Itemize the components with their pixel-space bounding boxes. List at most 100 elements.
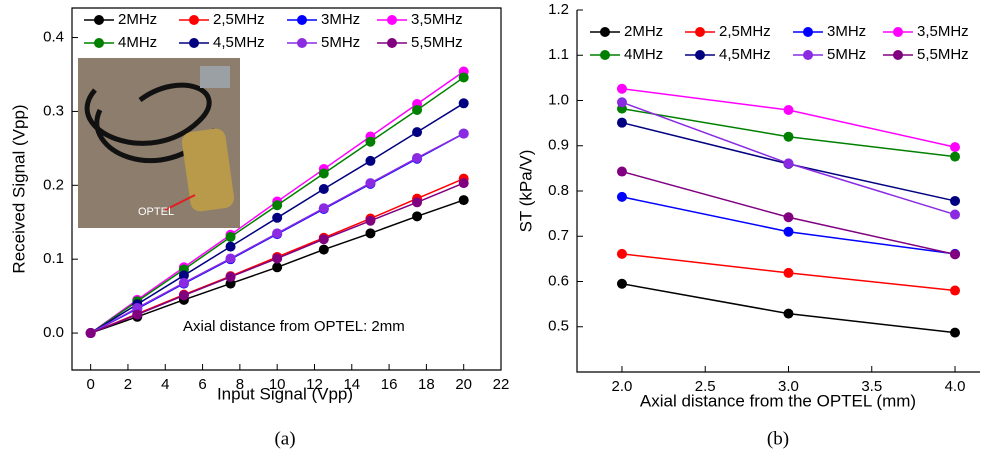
legend-label: 2MHz [624,23,663,40]
legend-label: 4MHz [624,46,663,63]
legend-label: 5,5MHz [917,46,969,63]
data-point [458,72,469,83]
y-tick-label: 0.0 [43,324,64,341]
legend-marker [695,27,705,37]
data-point [85,328,96,339]
legend-label: 3MHz [321,11,360,28]
x-tick-label: 3.0 [778,378,799,395]
series-line [621,283,956,334]
y-tick-label: 0.1 [43,250,64,267]
data-point [783,308,794,319]
data-point [783,212,794,223]
data-point [950,285,961,296]
photo-sensor [181,128,235,212]
data-point [178,270,189,281]
data-point [412,127,423,138]
data-point [272,262,283,273]
data-point [318,184,329,194]
data-point [225,271,236,282]
legend-marker [387,38,397,48]
data-point [178,290,189,301]
data-point [783,226,794,237]
x-tick-label: 22 [493,376,510,393]
legend-marker [803,50,813,60]
data-point [318,234,329,245]
x-tick-label: 18 [418,376,435,393]
legend-marker [94,38,104,48]
legend-marker [893,27,903,37]
data-point [272,200,283,211]
legend-marker [94,15,104,25]
data-point [412,211,423,222]
data-point [318,203,329,214]
legend-marker [695,50,705,60]
legend-label: 4MHz [118,34,157,51]
x-tick-label: 0 [86,376,94,393]
data-point [318,244,329,255]
data-point [783,267,794,278]
y-tick-label: 0.7 [548,227,569,244]
legend-label: 3,5MHz [917,23,969,40]
data-point [616,191,627,202]
legend-label: 5MHz [321,34,360,51]
legend-marker [387,15,397,25]
x-tick-label: 10 [269,376,286,393]
data-point [412,197,423,208]
x-tick-label: 2 [124,376,132,393]
data-point [783,131,794,142]
data-point [225,232,236,243]
inset-label: OPTEL [138,206,174,218]
chart-panel: 0 2 4 6 8 10 12 14 16 18 20 22 0.0 0.1 0.2 0.3 0.4 Input … [9,7,510,449]
legend-label: 5MHz [827,46,866,63]
data-point [616,166,627,177]
y-tick-label: 0.2 [43,176,64,193]
y-tick-label: 0.5 [548,318,569,335]
data-point [365,215,376,226]
legend-label: 4,5MHz [719,46,771,63]
x-tick-label: 2.5 [695,378,716,395]
y-tick-label: 0.9 [548,137,569,154]
x-tick-label: 8 [236,376,244,393]
data-point [458,195,469,206]
caption: (a) [274,428,295,449]
y-tick-label: 1.1 [548,46,569,63]
y-axis-title: ST (kPa/V) [516,150,535,233]
data-point [950,327,961,338]
photo-connector [200,66,230,88]
legend-marker [189,15,199,25]
legend-marker [600,27,610,37]
legend-label: 4,5MHz [213,34,265,51]
x-tick-label: 4.0 [945,378,966,395]
data-point [950,142,961,153]
data-point [616,117,627,128]
caption: (b) [767,428,789,449]
x-tick-label: 2.0 [612,378,633,395]
data-point [225,253,236,264]
legend-marker [803,27,813,37]
x-tick-label: 20 [455,376,472,393]
data-point [412,104,423,115]
data-point [272,212,283,223]
annotation: Axial distance from OPTEL: 2mm [183,318,405,335]
y-tick-label: 0.8 [548,182,569,199]
y-tick-label: 1.0 [548,91,569,108]
data-point [458,98,469,109]
data-point [616,83,627,94]
data-point [272,253,283,264]
data-point [318,168,329,179]
data-point [783,158,794,169]
x-axis-title: Axial distance from the OPTEL (mm) [640,391,916,410]
legend-label: 2,5MHz [719,23,771,40]
data-point [950,151,961,162]
photo-cable [84,82,212,146]
data-point [132,309,143,320]
axis-frame [576,10,980,373]
data-point [225,241,236,252]
data-point [950,249,961,260]
legend-label: 2MHz [118,11,157,28]
y-tick-label: 1.2 [548,1,569,18]
data-point [458,178,469,189]
inset-photo: OPTEL [78,58,240,228]
legend-marker [297,15,307,25]
